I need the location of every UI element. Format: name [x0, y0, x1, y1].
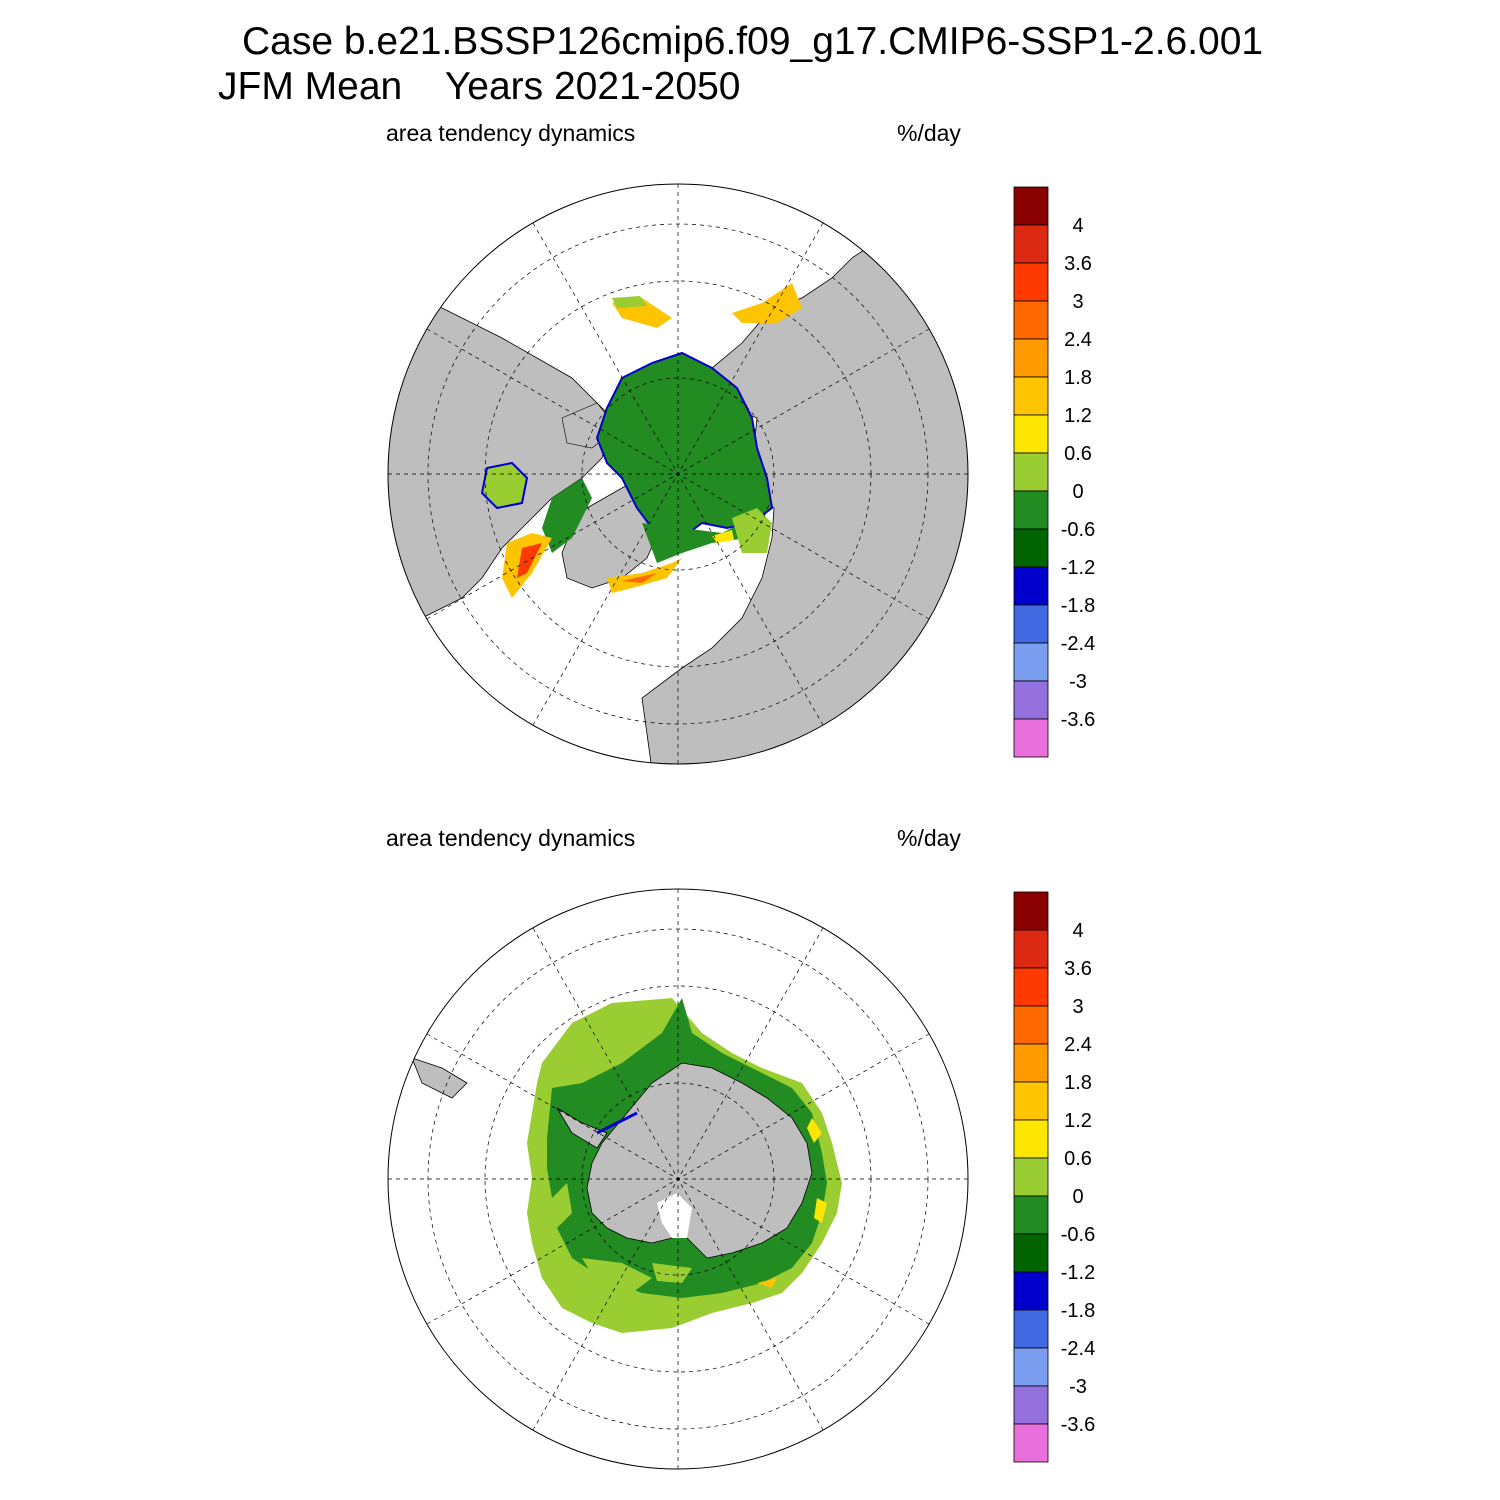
panel2-units-label: %/day: [897, 825, 961, 851]
colorbar-tick-label: -1.8: [1061, 595, 1095, 617]
colorbar-swatch: [1013, 1195, 1049, 1235]
colorbar-tick-label: -3: [1069, 671, 1087, 693]
colorbar-swatch: [1013, 376, 1049, 416]
colorbar-tick-label: 1.8: [1064, 1072, 1092, 1094]
colorbar-tick-label: -3.6: [1061, 1414, 1095, 1436]
colorbar-tick-label: -2.4: [1061, 1338, 1095, 1360]
colorbar-swatch: [1013, 338, 1049, 378]
north-polar-map: [387, 183, 969, 765]
colorbar-swatch: [1013, 224, 1049, 264]
land-antarctica: [586, 1062, 813, 1259]
colorbar-north: 4 3.6 3 2.4 1.8 1.2 0.6 0 -0.6 -1.2 -1.8 -2.4 -3 -3.6: [1013, 186, 1095, 758]
colorbar-swatch: [1013, 1271, 1049, 1311]
colorbar-swatch: [1013, 929, 1049, 969]
colorbar-swatch: [1013, 718, 1049, 758]
colorbar-swatch: [1013, 1423, 1049, 1463]
colorbar-swatch: [1013, 1233, 1049, 1273]
colorbar-swatch: [1013, 1081, 1049, 1121]
colorbar-tick-label: 3.6: [1064, 253, 1092, 275]
graticule: [388, 184, 968, 764]
map-boundary: [387, 183, 969, 765]
colorbar-tick-label: 0: [1072, 1186, 1083, 1208]
colorbar-tick-label: -0.6: [1061, 1224, 1095, 1246]
colorbar-tick-label: -1.2: [1061, 1262, 1095, 1284]
colorbar-swatch: [1013, 1309, 1049, 1349]
panel1-variable-label: area tendency dynamics: [386, 120, 636, 146]
colorbar-tick-label: 1.2: [1064, 405, 1092, 427]
colorbar-swatch: [1013, 414, 1049, 454]
colorbar-tick-label: 3.6: [1064, 958, 1092, 980]
graticule-south: [388, 889, 968, 1469]
colorbar-swatch: [1013, 680, 1049, 720]
colorbar-swatch: [1013, 452, 1049, 492]
colorbar-swatch: [1013, 1347, 1049, 1387]
map-boundary-south: [387, 888, 969, 1470]
panel2-variable-label: area tendency dynamics: [386, 825, 636, 851]
figure-title-line2: JFM Mean Years 2021-2050: [218, 65, 741, 108]
colorbar-swatch: [1013, 1119, 1049, 1159]
colorbar-swatch: [1013, 566, 1049, 606]
colorbar-swatch: [1013, 1005, 1049, 1045]
colorbar-swatch: [1013, 891, 1049, 931]
colorbar-swatch: [1013, 1385, 1049, 1425]
colorbar-swatch: [1013, 604, 1049, 644]
colorbar-tick-label: -1.2: [1061, 557, 1095, 579]
colorbar-tick-label: 3: [1072, 996, 1083, 1018]
panel1-units-label: %/day: [897, 120, 961, 146]
colorbar-swatch: [1013, 186, 1049, 226]
colorbar-tick-label: 1.2: [1064, 1110, 1092, 1132]
ice-arctic-central: [595, 351, 774, 550]
colorbar-tick-label: 0.6: [1064, 443, 1092, 465]
south-polar-map: [387, 888, 969, 1470]
colorbar-tick-label: -0.6: [1061, 519, 1095, 541]
colorbar-south: 4 3.6 3 2.4 1.8 1.2 0.6 0 -0.6 -1.2 -1.8 -2.4 -3 -3.6: [1013, 891, 1095, 1463]
colorbar-swatch: [1013, 262, 1049, 302]
colorbar-swatch: [1013, 642, 1049, 682]
colorbar-swatch: [1013, 1043, 1049, 1083]
colorbar-swatch: [1013, 528, 1049, 568]
colorbar-tick-label: 1.8: [1064, 367, 1092, 389]
colorbar-swatch: [1013, 490, 1049, 530]
colorbar-swatch: [1013, 1157, 1049, 1197]
colorbar-swatch: [1013, 300, 1049, 340]
figure-title-line1: Case b.e21.BSSP126cmip6.f09_g17.CMIP6-SS…: [242, 20, 1264, 63]
colorbar-tick-label: -1.8: [1061, 1300, 1095, 1322]
colorbar-tick-label: 4: [1072, 215, 1083, 237]
colorbar-tick-label: 0.6: [1064, 1148, 1092, 1170]
colorbar-tick-label: 2.4: [1064, 329, 1092, 351]
colorbar-tick-label: 3: [1072, 291, 1083, 313]
colorbar-swatch: [1013, 967, 1049, 1007]
colorbar-tick-label: -2.4: [1061, 633, 1095, 655]
colorbar-tick-label: -3.6: [1061, 709, 1095, 731]
colorbar-tick-label: 2.4: [1064, 1034, 1092, 1056]
colorbar-tick-label: 4: [1072, 920, 1083, 942]
colorbar-tick-label: -3: [1069, 1376, 1087, 1398]
colorbar-tick-label: 0: [1072, 481, 1083, 503]
